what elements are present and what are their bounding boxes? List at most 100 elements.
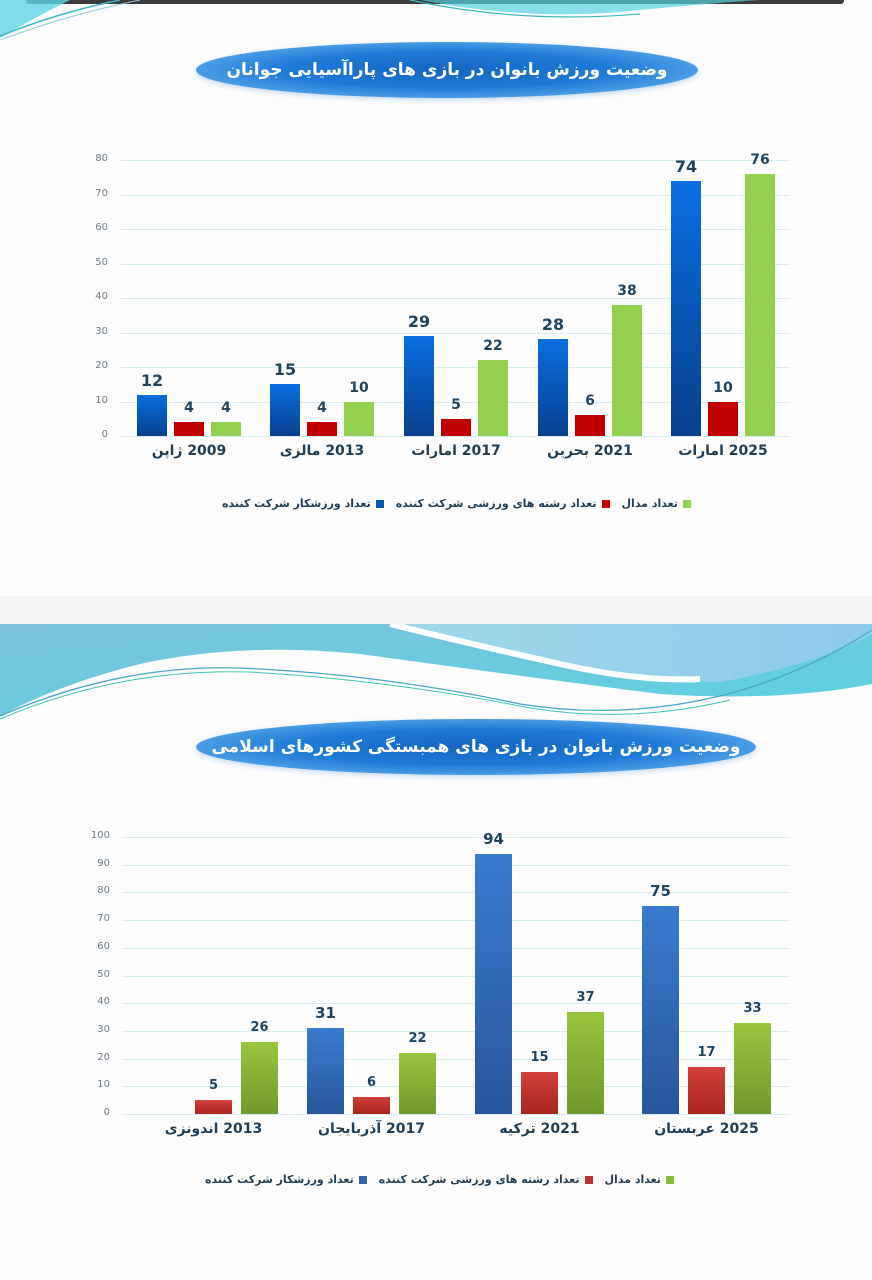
bar: [137, 394, 167, 436]
gridline: [120, 194, 790, 196]
gridline: [120, 298, 790, 299]
y-tick-label: 10: [97, 1079, 110, 1091]
bar: [612, 304, 642, 436]
gridline: [120, 401, 790, 403]
legend-label: تعداد رشته های ورزشی شرکت کننده: [378, 1173, 580, 1186]
legend-label: تعداد مدال: [621, 497, 678, 510]
gridline: [122, 1086, 790, 1088]
x-axis-category-label: 2017 امارات: [411, 443, 501, 459]
y-tick-label: 40: [97, 996, 110, 1008]
gridline: [122, 1058, 790, 1060]
y-tick-label: 60: [97, 940, 110, 952]
legend-item: تعداد ورزشکار شرکت کننده: [222, 497, 384, 510]
bar: [211, 422, 241, 436]
gridline: [122, 920, 790, 922]
legend-swatch-icon: [584, 1175, 593, 1184]
y-tick-label: 0: [101, 429, 108, 440]
legend-item: تعداد مدال: [622, 497, 691, 510]
x-axis-category-label: 2017 آذربایجان: [318, 1121, 425, 1137]
y-tick-label: 0: [103, 1107, 110, 1118]
y-tick-label: 100: [90, 830, 110, 841]
legend-item: تعداد ورزشکار شرکت کننده: [205, 1173, 367, 1186]
data-value-label: 38: [617, 282, 637, 299]
legend-label: تعداد مدال: [604, 1173, 661, 1186]
gridline: [122, 1030, 790, 1032]
data-value-label: 17: [697, 1044, 716, 1060]
y-tick-label: 70: [95, 187, 108, 199]
y-tick-label: 50: [97, 968, 110, 980]
bar: [475, 853, 512, 1114]
y-tick-label: 40: [95, 291, 108, 302]
x-axis-category-label: 2025 عربستان: [654, 1121, 759, 1137]
data-value-label: 31: [315, 1004, 336, 1023]
chart2-title: وضعیت ورزش بانوان در بازی های همبستگی کش…: [196, 719, 756, 775]
legend-swatch-icon: [601, 499, 610, 508]
data-value-label: 37: [576, 989, 595, 1005]
bar: [195, 1100, 232, 1114]
bar: [441, 418, 471, 436]
gridline: [120, 229, 790, 230]
x-axis-category-label: 2009 ژاپن: [151, 443, 227, 459]
legend-item: تعداد رشته های ورزشی شرکت کننده: [379, 1173, 593, 1186]
data-value-label: 33: [743, 1000, 762, 1016]
data-value-label: 15: [530, 1050, 549, 1066]
y-tick-label: 10: [95, 394, 108, 406]
y-tick-label: 70: [97, 913, 110, 925]
bar: [174, 422, 204, 436]
data-value-label: 10: [713, 379, 733, 396]
data-value-label: 6: [585, 393, 595, 410]
legend-label: تعداد ورزشکار شرکت کننده: [205, 1173, 354, 1186]
legend-swatch-icon: [665, 1175, 674, 1184]
data-value-label: 28: [541, 315, 565, 335]
bar: [708, 401, 738, 436]
gridline: [122, 837, 790, 838]
bar: [353, 1097, 390, 1114]
slide-islamic-solidarity-games: وضعیت ورزش بانوان در بازی های همبستگی کش…: [0, 624, 872, 1280]
data-value-label: 15: [273, 360, 297, 380]
x-axis-category-label: 2013 اندونزی: [164, 1121, 263, 1137]
y-tick-label: 30: [97, 1023, 110, 1035]
legend-swatch-icon: [682, 499, 691, 508]
gridline: [122, 864, 790, 866]
data-value-label: 74: [674, 156, 698, 176]
data-value-label: 4: [317, 400, 327, 417]
data-value-label: 4: [221, 400, 231, 417]
gridline: [120, 160, 790, 161]
data-value-label: 29: [407, 311, 431, 331]
bar: [642, 906, 679, 1114]
x-axis-category-label: 2013 مالزی: [279, 443, 365, 459]
gridline: [120, 332, 790, 334]
bar: [745, 173, 775, 436]
legend-label: تعداد ورزشکار شرکت کننده: [222, 497, 371, 510]
x-axis-category-label: 2025 امارات: [678, 443, 768, 459]
y-tick-label: 60: [95, 222, 108, 233]
data-value-label: 22: [483, 338, 503, 355]
data-value-label: 22: [408, 1031, 427, 1047]
x-axis-category-label: 2021 ترکیه: [499, 1121, 580, 1137]
gridline: [122, 1003, 790, 1005]
bar: [575, 415, 605, 436]
legend-swatch-icon: [358, 1175, 367, 1184]
legend-label: تعداد رشته های ورزشی شرکت کننده: [395, 497, 597, 510]
gridline: [120, 436, 790, 437]
data-value-label: 6: [366, 1075, 377, 1091]
bar: [241, 1041, 278, 1114]
bar: [567, 1011, 604, 1114]
chart1-title: وضعیت ورزش بانوان در بازی های پاراآسیایی…: [196, 42, 698, 98]
y-tick-label: 20: [97, 1051, 110, 1063]
data-value-label: 75: [650, 882, 671, 901]
bar: [671, 180, 701, 436]
data-value-label: 10: [349, 379, 369, 396]
y-tick-label: 50: [95, 256, 108, 268]
bar: [538, 339, 568, 436]
data-value-label: 4: [184, 400, 194, 417]
data-value-label: 76: [750, 151, 770, 168]
gridline: [120, 263, 790, 265]
y-tick-label: 90: [97, 857, 110, 869]
data-value-label: 94: [483, 829, 504, 848]
chart2-legend: تعداد مدال تعداد رشته های ورزشی شرکت کنند…: [205, 1173, 674, 1186]
y-tick-label: 20: [95, 360, 108, 371]
y-tick-label: 80: [97, 885, 110, 897]
data-value-label: 5: [451, 396, 461, 413]
y-tick-label: 30: [95, 325, 108, 337]
